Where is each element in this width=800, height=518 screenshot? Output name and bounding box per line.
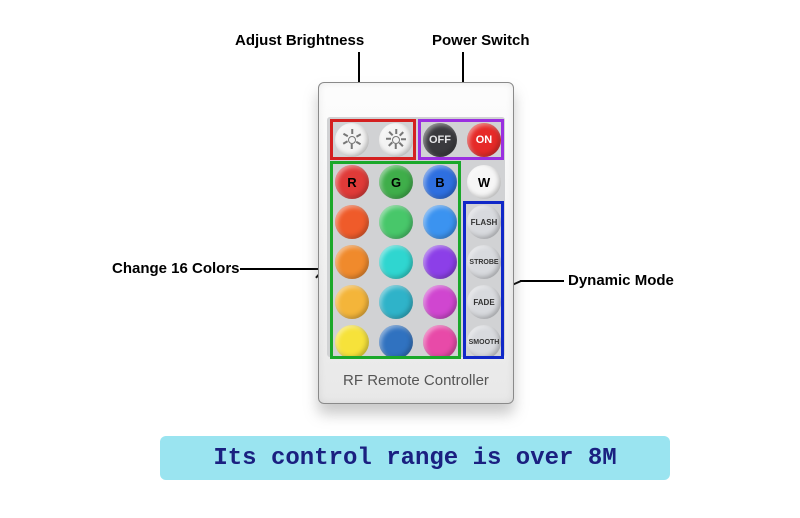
remote-body: OFF ON R G B W FLASH STROBE FADE SMOOTH … — [318, 82, 514, 404]
highlight-power — [418, 119, 504, 160]
range-banner: Its control range is over 8M — [160, 436, 670, 480]
highlight-brightness — [330, 119, 416, 160]
highlight-dynamic — [463, 201, 504, 359]
label-dynamic: Dynamic Mode — [568, 272, 674, 289]
w-label: W — [478, 175, 490, 190]
label-brightness: Adjust Brightness — [235, 32, 364, 49]
remote-caption: RF Remote Controller — [319, 372, 513, 389]
label-colors: Change 16 Colors — [112, 260, 240, 277]
highlight-colors — [330, 161, 461, 359]
pointer-dynamic-h — [520, 280, 564, 282]
label-power: Power Switch — [432, 32, 530, 49]
color-w-button[interactable]: W — [467, 165, 501, 199]
